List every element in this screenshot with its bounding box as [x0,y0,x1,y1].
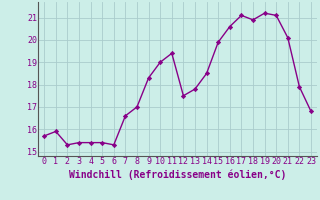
X-axis label: Windchill (Refroidissement éolien,°C): Windchill (Refroidissement éolien,°C) [69,169,286,180]
